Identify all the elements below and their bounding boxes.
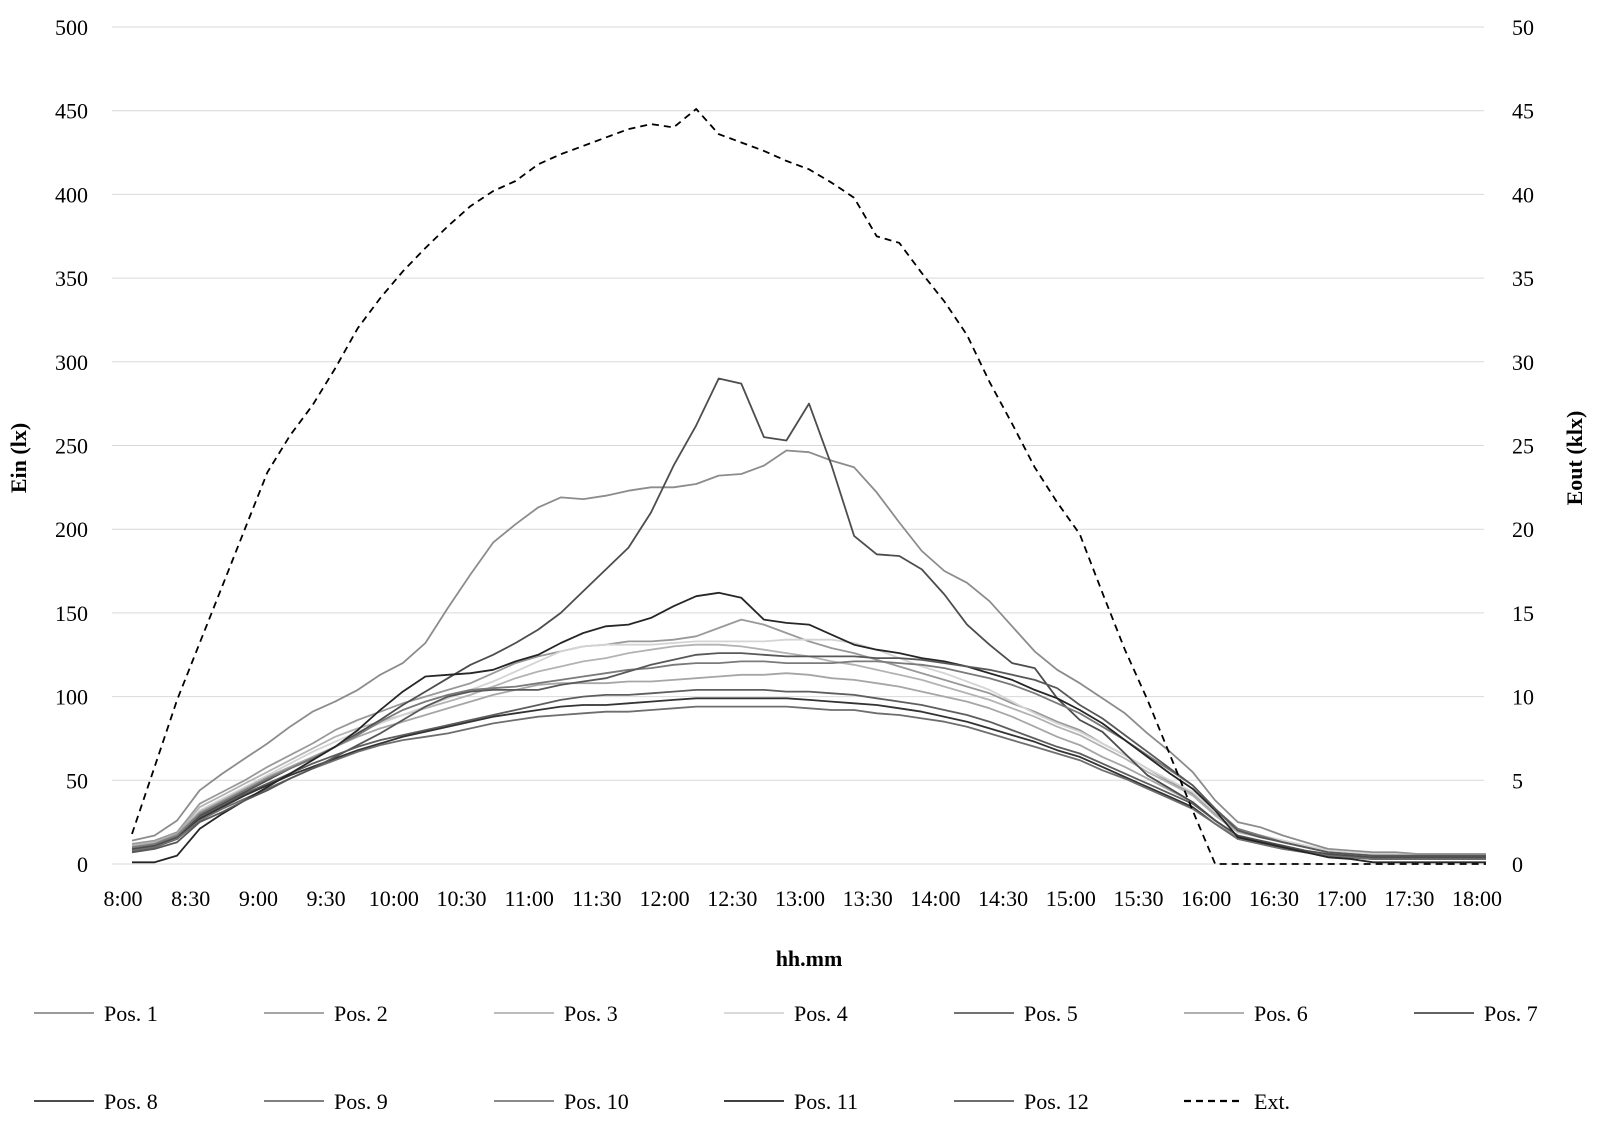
x-tick-label: 13:30: [843, 886, 893, 911]
series-line-pos-10: [131, 660, 1486, 857]
series-line-pos-5: [131, 689, 1486, 860]
series-line-pos-12: [131, 652, 1486, 857]
y-axis-title-right: Eout (klx): [1562, 411, 1587, 506]
y-axis-title-left: Ein (lx): [6, 423, 31, 493]
x-tick-label: 17:30: [1384, 886, 1434, 911]
y-tick-label-right: 25: [1512, 434, 1534, 459]
y-tick-label-right: 35: [1512, 266, 1534, 291]
legend-label: Pos. 10: [564, 1089, 629, 1114]
y-tick-label-right: 5: [1512, 768, 1523, 793]
y-tick-label-left: 450: [55, 99, 88, 124]
series-line-pos-9: [131, 705, 1486, 860]
x-tick-label: 15:30: [1113, 886, 1163, 911]
y-tick-label-right: 0: [1512, 852, 1523, 877]
legend-label: Pos. 5: [1024, 1001, 1078, 1026]
x-tick-label: 15:00: [1046, 886, 1096, 911]
series-line-pos-11: [132, 591, 1486, 864]
grid-lines: [112, 26, 1484, 865]
x-tick-label: 18:00: [1452, 886, 1502, 911]
series-line-ext: [131, 108, 1486, 865]
y-tick-label-right: 40: [1512, 182, 1534, 207]
x-tick-label: 14:00: [910, 886, 960, 911]
y-tick-label-left: 200: [55, 517, 88, 542]
y-tick-label-right: 30: [1512, 350, 1534, 375]
x-tick-label: 11:30: [572, 886, 621, 911]
legend-label: Pos. 2: [334, 1001, 388, 1026]
x-tick-label: 9:30: [307, 886, 346, 911]
y-tick-label-right: 45: [1512, 99, 1534, 124]
x-axis: 8:00 8:30 9:00 9:30 10:00 10:30 11:00 11:30 12:0…: [103, 886, 1502, 911]
x-tick-label: 14:30: [978, 886, 1028, 911]
legend-label: Pos. 7: [1484, 1001, 1538, 1026]
y-axis-right: 0 5 10 15 20 25 30 35 40 45 50: [1512, 15, 1534, 877]
series-line-pos-7: [131, 377, 1486, 859]
x-tick-label: 13:00: [775, 886, 825, 911]
y-tick-label-left: 100: [55, 685, 88, 710]
series-line-pos-3: [131, 643, 1486, 857]
legend: Pos. 1 Pos. 2 Pos. 3 Pos. 4 Pos. 5 Pos. 6 Pos.…: [34, 1001, 1538, 1114]
y-axis-left: 0 50 100 150 200 250 300 350 400 450 500: [55, 15, 88, 877]
x-tick-label: 12:30: [707, 886, 757, 911]
legend-label: Pos. 6: [1254, 1001, 1308, 1026]
x-tick-label: 11:00: [505, 886, 554, 911]
series-line-pos-1: [131, 449, 1486, 855]
legend-label: Pos. 8: [104, 1089, 158, 1114]
x-tick-label: 9:00: [239, 886, 278, 911]
legend-label: Pos. 9: [334, 1089, 388, 1114]
x-tick-label: 16:00: [1181, 886, 1231, 911]
y-tick-label-left: 400: [55, 182, 88, 207]
x-tick-label: 12:00: [640, 886, 690, 911]
series-lines: [131, 108, 1486, 865]
y-tick-label-right: 10: [1512, 685, 1534, 710]
legend-label: Ext.: [1254, 1089, 1290, 1114]
legend-label: Pos. 4: [794, 1001, 848, 1026]
y-tick-label-left: 500: [55, 15, 88, 40]
y-tick-label-left: 50: [66, 768, 88, 793]
y-tick-label-right: 50: [1512, 15, 1534, 40]
legend-label: Pos. 3: [564, 1001, 618, 1026]
x-tick-label: 16:30: [1249, 886, 1299, 911]
y-tick-label-right: 15: [1512, 601, 1534, 626]
legend-label: Pos. 12: [1024, 1089, 1089, 1114]
x-tick-label: 8:00: [103, 886, 142, 911]
y-tick-label-left: 350: [55, 266, 88, 291]
legend-label: Pos. 11: [794, 1089, 858, 1114]
legend-label: Pos. 1: [104, 1001, 158, 1026]
x-axis-title: hh.mm: [776, 946, 843, 971]
x-tick-label: 17:00: [1317, 886, 1367, 911]
y-tick-label-left: 250: [55, 434, 88, 459]
x-tick-label: 10:30: [436, 886, 486, 911]
x-tick-label: 8:30: [171, 886, 210, 911]
y-tick-label-left: 0: [77, 852, 88, 877]
y-tick-label-left: 150: [55, 601, 88, 626]
x-tick-label: 10:00: [369, 886, 419, 911]
y-tick-label-right: 20: [1512, 517, 1534, 542]
y-tick-label-left: 300: [55, 350, 88, 375]
